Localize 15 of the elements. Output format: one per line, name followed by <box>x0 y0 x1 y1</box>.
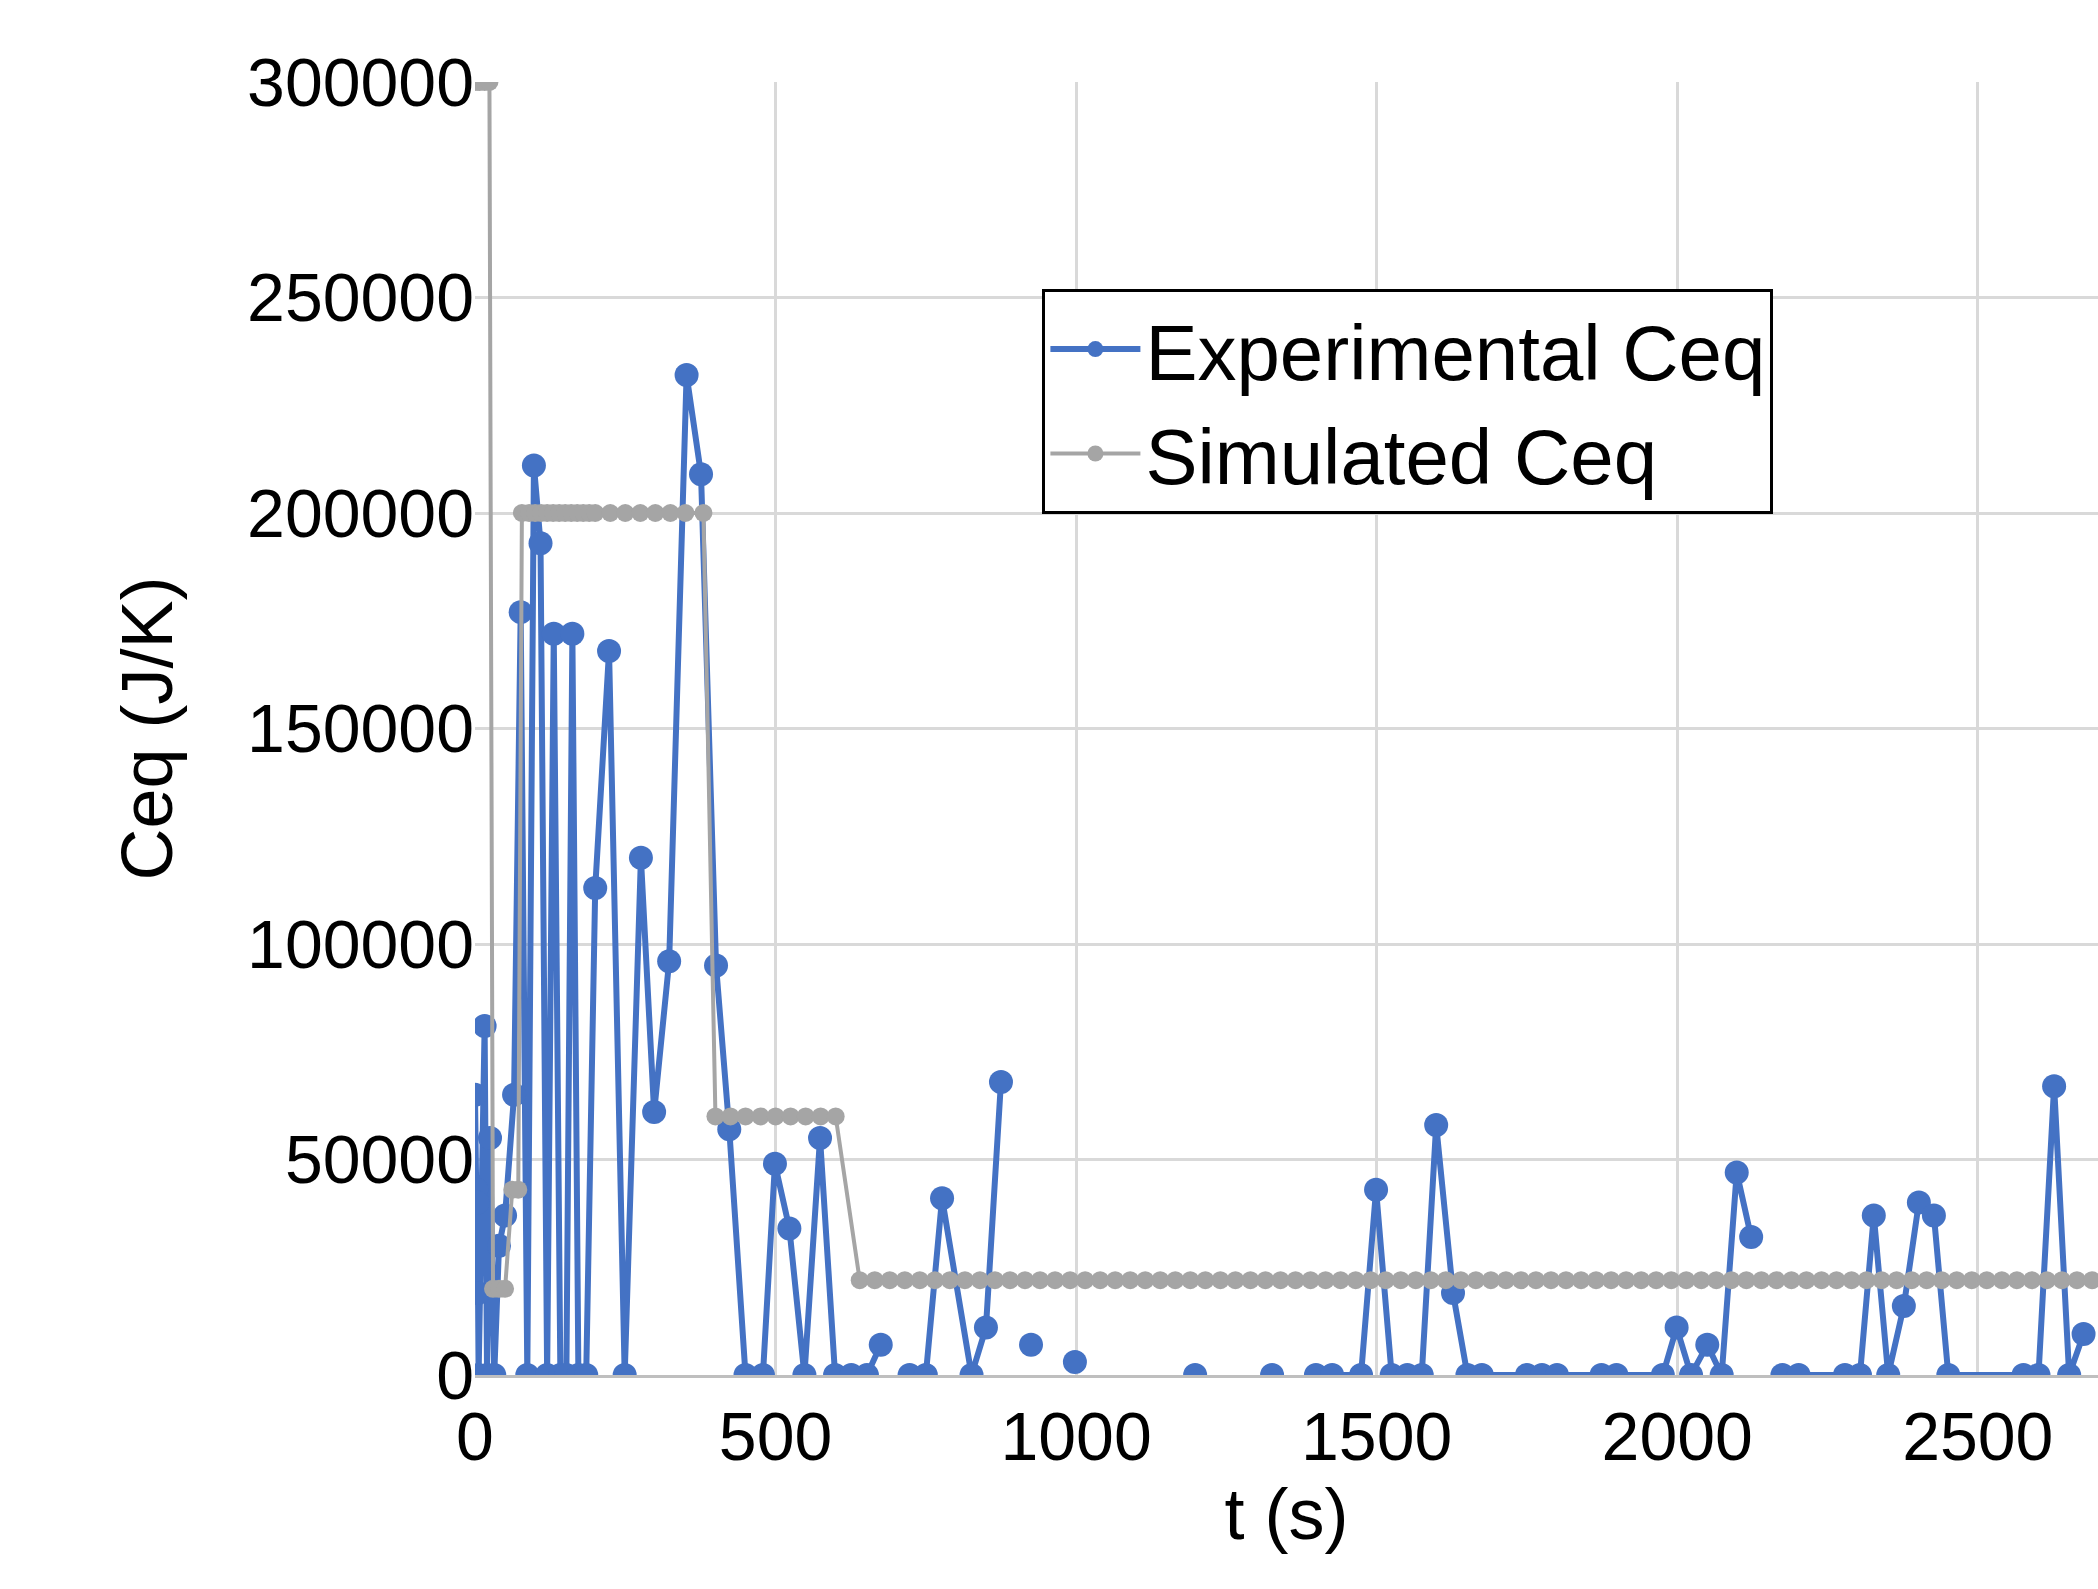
y-tick-label: 50000 <box>284 1121 474 1198</box>
y-tick-label: 150000 <box>247 690 474 767</box>
x-tick-label: 1000 <box>1000 1397 1152 1474</box>
x-tick-label: 500 <box>718 1397 833 1474</box>
y-axis-title: Ceq (J/K) <box>107 576 188 881</box>
y-tick-label: 300000 <box>247 43 474 120</box>
x-tick-label: 2500 <box>1902 1397 2054 1474</box>
y-tick-label: 250000 <box>247 259 474 336</box>
legend-label: Simulated Ceq <box>1145 412 1658 501</box>
x-tick-label: 1500 <box>1301 1397 1453 1474</box>
x-tick-label: 2000 <box>1601 1397 1753 1474</box>
y-tick-label: 100000 <box>247 905 474 982</box>
legend-label: Experimental Ceq <box>1145 308 1766 397</box>
x-axis-title: t (s) <box>1224 1473 1349 1554</box>
y-tick-label: 200000 <box>247 474 474 551</box>
